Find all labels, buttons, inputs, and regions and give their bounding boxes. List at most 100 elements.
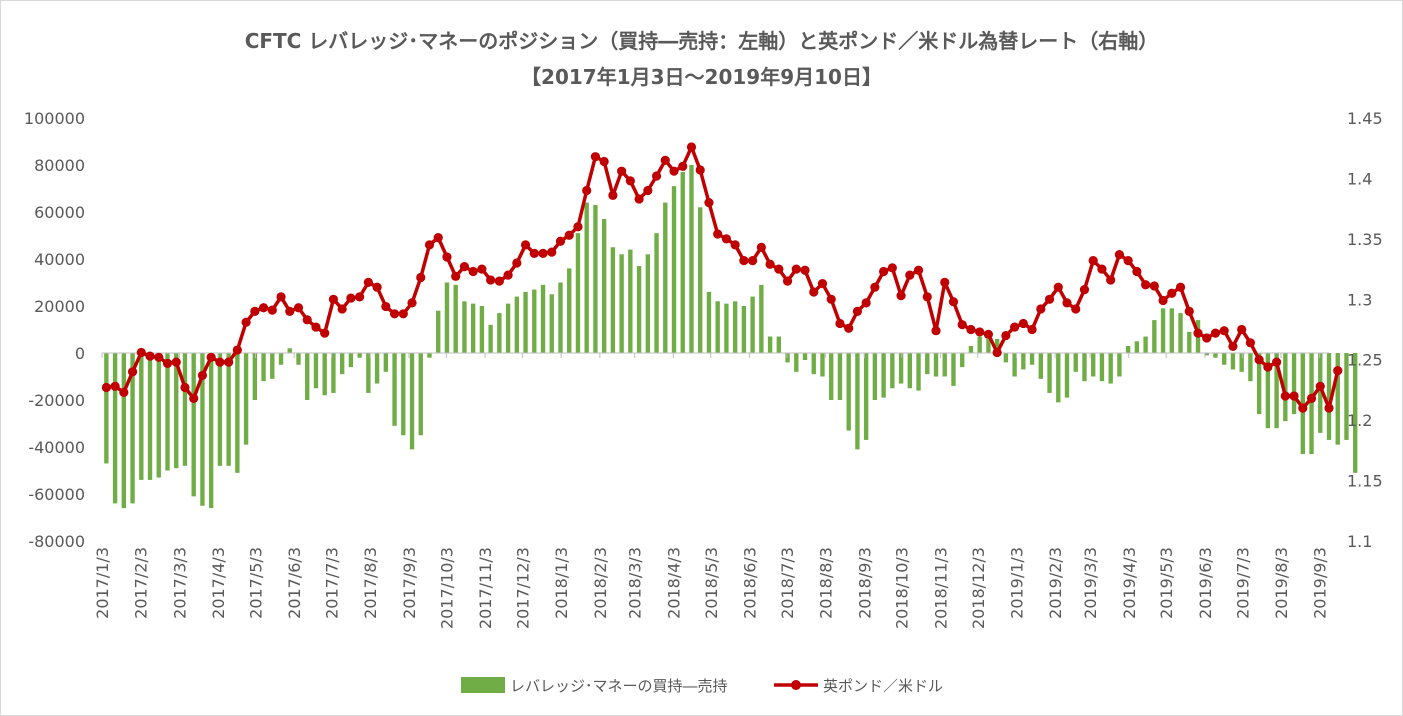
bar: [514, 296, 520, 353]
fx-rate-point: [1010, 322, 1020, 332]
fx-rate-point: [302, 315, 312, 325]
chart-subtitle: 【2017年1月3日～2019年9月10日】: [521, 65, 882, 89]
fx-rate-point: [1001, 330, 1011, 341]
bar: [182, 353, 188, 466]
fx-rate-point: [844, 323, 854, 333]
x-tick-label: 2018/8/3: [817, 547, 836, 619]
bar: [802, 353, 808, 361]
bar: [863, 353, 869, 440]
fx-rate-point: [127, 367, 138, 377]
y-left-tick-label: 20000: [34, 297, 85, 316]
bar: [1353, 353, 1358, 473]
x-tick-label: 2018/10/3: [893, 547, 912, 629]
y-left-tick-label: -20000: [28, 391, 85, 410]
bar: [942, 353, 947, 377]
fx-rate-point: [486, 275, 496, 285]
bar: [732, 301, 738, 353]
y-right-tick-label: 1.1: [1347, 532, 1372, 551]
bars-layer: [104, 165, 1358, 509]
fx-rate-point: [817, 278, 828, 289]
bar: [1099, 353, 1105, 382]
fx-rate-point: [887, 263, 897, 273]
x-tick-label: 2019/7/3: [1233, 547, 1252, 619]
bar: [1056, 353, 1061, 403]
x-tick-label: 2017/8/3: [361, 547, 380, 619]
fx-rate-point: [389, 309, 400, 319]
bar: [505, 303, 511, 353]
fx-rate-point: [695, 165, 705, 175]
bar: [1318, 353, 1323, 433]
bar: [933, 353, 939, 377]
bar: [636, 266, 642, 353]
fx-rate-point: [328, 294, 339, 304]
fx-rate-point: [1245, 338, 1255, 348]
y-right-tick-label: 1.15: [1347, 472, 1383, 491]
fx-rate-point: [346, 293, 356, 303]
bar: [1344, 353, 1349, 440]
bar: [1038, 353, 1043, 379]
bar: [1248, 353, 1253, 382]
bar: [1125, 345, 1131, 353]
x-tick-label: 2017/2/3: [132, 547, 151, 619]
fx-rate-point: [1053, 282, 1063, 292]
bar: [1178, 313, 1183, 353]
bar: [1064, 353, 1070, 398]
fx-rate-point: [608, 190, 618, 200]
fx-rate-point: [398, 309, 408, 319]
bar: [1003, 353, 1009, 363]
x-tick-label: 2018/1/3: [552, 547, 571, 619]
bar: [1335, 353, 1340, 445]
bar: [977, 336, 982, 353]
fx-rate-point: [1123, 256, 1133, 266]
bar: [1169, 308, 1174, 353]
fx-rate-point: [215, 357, 225, 367]
bar: [1012, 353, 1017, 377]
y-right-tick-label: 1.2: [1347, 411, 1372, 430]
fx-rate-point: [861, 298, 871, 308]
x-tick-label: 2019/5/3: [1157, 547, 1176, 619]
bar: [444, 282, 450, 353]
bar: [112, 353, 118, 504]
bar: [261, 353, 266, 382]
bar: [1274, 353, 1279, 429]
bar: [663, 202, 668, 353]
fx-rate-point: [503, 270, 513, 280]
bar: [383, 353, 389, 372]
fx-rate-point: [756, 242, 766, 252]
fx-rate-point: [1254, 355, 1264, 365]
y-left-tick-label: 0: [75, 344, 85, 363]
bar: [890, 353, 895, 389]
fx-rate-point: [1263, 362, 1273, 372]
bar: [1073, 353, 1078, 372]
fx-rate-point: [879, 266, 889, 277]
bar: [1326, 353, 1332, 440]
bar: [1291, 353, 1297, 415]
bar: [1117, 353, 1122, 377]
fx-rate-point: [451, 271, 461, 281]
bar: [575, 233, 581, 353]
fx-rate-point: [363, 277, 373, 287]
x-tick-label: 2017/1/3: [93, 547, 112, 619]
bar: [829, 353, 834, 400]
fx-rate-point: [713, 229, 723, 239]
fx-rate-point: [110, 381, 120, 391]
bar: [820, 353, 825, 377]
fx-rate-point: [948, 297, 959, 307]
bar: [453, 284, 458, 353]
bar: [1213, 353, 1218, 358]
x-tick-label: 2017/9/3: [400, 547, 419, 619]
bar: [1309, 353, 1314, 455]
x-tick-label: 2019/6/3: [1196, 547, 1215, 619]
fx-rate-point: [791, 264, 801, 274]
fx-rate-point: [1272, 357, 1282, 367]
bar: [540, 284, 546, 353]
bar: [287, 348, 292, 353]
bar: [593, 204, 598, 353]
bar: [1230, 353, 1236, 370]
bar: [139, 353, 144, 480]
fx-rate-point: [189, 393, 199, 403]
fx-rate-point: [241, 317, 251, 327]
legend: レバレッジ･マネーの買持―売持 英ポンド／米ドル: [461, 677, 943, 695]
y-left-tick-label: -60000: [28, 485, 85, 504]
